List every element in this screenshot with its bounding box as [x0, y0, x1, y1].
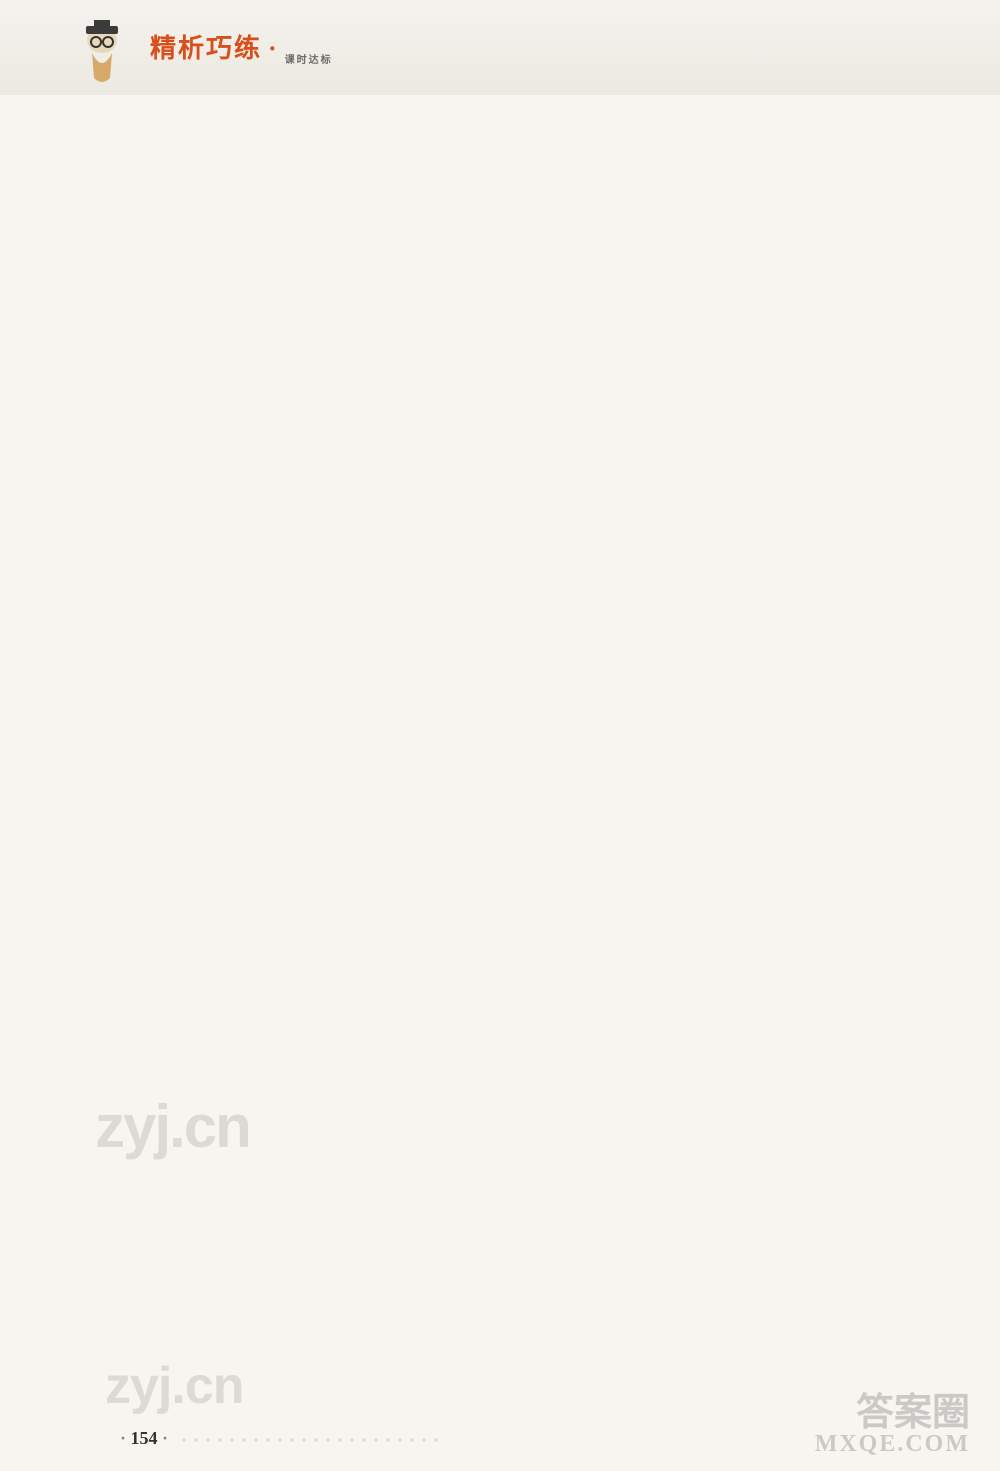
page-number: 154 [120, 1428, 168, 1449]
title-main: 精析巧练 [150, 34, 262, 63]
page-dots [178, 1435, 438, 1445]
page-title: 精析巧练·课时达标 [150, 28, 333, 66]
title-sub: 课时达标 [285, 56, 333, 67]
page-header: 精析巧练·课时达标 [0, 0, 1000, 95]
mascot-icon [72, 18, 132, 88]
